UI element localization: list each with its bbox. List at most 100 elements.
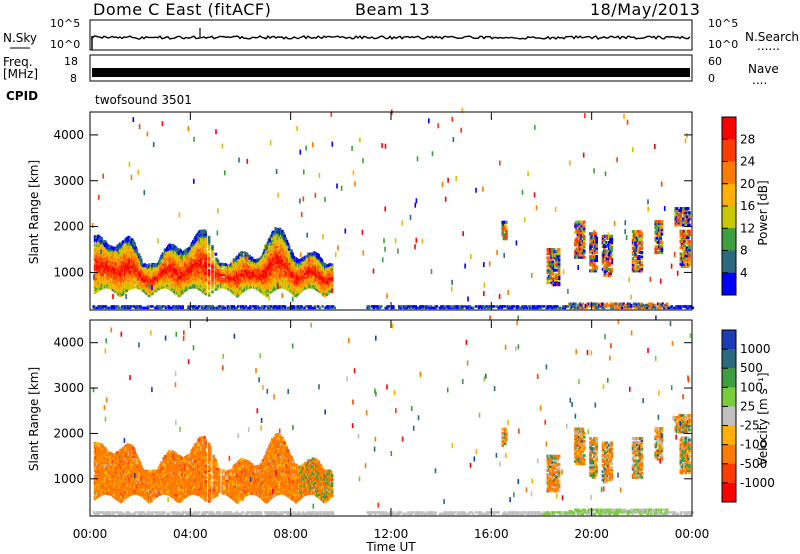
ground-scatter-cell [443, 306, 446, 310]
echo-cell [306, 271, 309, 275]
echo-cell [592, 257, 596, 260]
echo-cell [640, 234, 644, 238]
echo-cell [135, 248, 139, 252]
ground-scatter-cell [187, 306, 190, 310]
echo-cell [603, 265, 606, 269]
echo-cell [655, 232, 659, 236]
ground-scatter-cell [297, 306, 300, 310]
ground-scatter-cell [133, 305, 136, 308]
echo-cell [582, 230, 586, 234]
ground-scatter-cell [626, 305, 630, 308]
echo-cell [163, 260, 167, 264]
ground-scatter-cell [678, 306, 681, 310]
ground-scatter-cell [112, 306, 115, 310]
echo-cell [282, 256, 285, 260]
ground-scatter-cell [634, 306, 637, 310]
ground-scatter-cell [622, 302, 625, 305]
ground-scatter-cell [581, 302, 585, 305]
echo-cell [555, 260, 558, 264]
echo-cell [204, 265, 207, 269]
echo-cell [216, 274, 220, 278]
ground-scatter-cell [492, 305, 496, 308]
echo-cell [658, 242, 661, 246]
echo-cell [547, 262, 551, 266]
echo-cell [678, 219, 681, 223]
ground-scatter-cell [551, 306, 555, 310]
echo-cell [660, 232, 664, 236]
echo-cell [110, 250, 114, 254]
ground-scatter-cell [658, 303, 661, 307]
echo-cell [137, 253, 141, 257]
ground-scatter-cell [167, 305, 171, 308]
echo-cell [192, 277, 195, 281]
ground-scatter-cell [408, 305, 412, 308]
echo-cell [207, 235, 211, 239]
ground-scatter-cell [601, 306, 604, 310]
ground-scatter-cell [330, 306, 333, 310]
ground-scatter-cell [264, 305, 267, 308]
echo-cell [608, 261, 611, 265]
echo-cell [551, 270, 555, 274]
ground-scatter-cell [465, 306, 469, 310]
ground-scatter-cell [399, 305, 403, 308]
echo-cell [639, 238, 642, 242]
echo-cell [216, 268, 220, 271]
echo-cell [660, 249, 664, 252]
ground-scatter-cell [611, 305, 615, 308]
ground-scatter-cell [142, 306, 145, 310]
echo-cell [216, 270, 220, 273]
ground-scatter-cell [578, 305, 582, 308]
ground-scatter-cell [229, 305, 233, 308]
echo-cell [193, 238, 196, 242]
ground-scatter-cell [563, 305, 567, 308]
ground-scatter-cell [685, 305, 689, 308]
nsearch-tick-low: 10^0 [708, 38, 738, 51]
echo-cell [576, 220, 580, 224]
echo-cell [609, 255, 612, 259]
ground-scatter-cell [671, 306, 675, 310]
echo-cell [211, 251, 214, 255]
ground-scatter-cell [515, 306, 518, 310]
ground-scatter-cell [291, 305, 294, 308]
ground-scatter-cell [252, 305, 255, 308]
ground-scatter-cell [113, 306, 117, 310]
ground-scatter-cell [167, 306, 171, 310]
echo-cell [162, 277, 166, 281]
ground-scatter-cell [608, 305, 612, 308]
echo-cell [175, 275, 178, 279]
ground-scatter-cell [623, 305, 627, 308]
ground-scatter-cell [479, 305, 482, 308]
ground-scatter-cell [521, 306, 524, 310]
echo-cell [633, 232, 636, 236]
echo-cell [251, 281, 255, 285]
echo-cell [207, 252, 211, 256]
echo-cell [688, 252, 691, 256]
echo-cell [207, 246, 211, 250]
echo-cell [204, 234, 207, 238]
echo-cell [574, 230, 577, 234]
ground-scatter-cell [522, 305, 526, 308]
ground-scatter-cell [455, 306, 458, 310]
ground-scatter-cell [402, 306, 406, 310]
echo-cell [306, 285, 309, 289]
echo-cell [285, 239, 289, 243]
echo-cell [207, 260, 211, 264]
ground-scatter-cell [372, 305, 375, 308]
echo-cell [604, 245, 607, 249]
echo-cell [287, 247, 291, 251]
echo-cell [688, 248, 691, 252]
ground-scatter-cell [547, 305, 550, 308]
echo-cell [684, 229, 688, 233]
ground-scatter-cell [447, 306, 451, 310]
echo-cell [688, 229, 691, 233]
echo-cell [557, 248, 561, 252]
ground-scatter-cell [270, 305, 273, 308]
ground-scatter-cell [211, 305, 214, 308]
echo-cell [688, 258, 691, 262]
ground-scatter-cell [328, 306, 332, 310]
ground-scatter-cell [258, 306, 261, 310]
ground-scatter-cell [656, 302, 660, 305]
ground-scatter-cell [572, 302, 576, 305]
echo-cell [685, 233, 689, 237]
ground-scatter-cell [196, 306, 199, 310]
